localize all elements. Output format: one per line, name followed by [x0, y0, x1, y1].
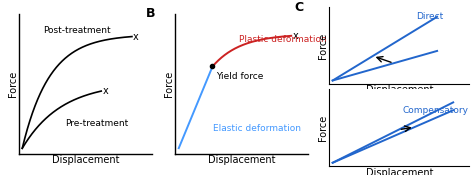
- Text: B: B: [146, 7, 155, 20]
- Text: Compensatory: Compensatory: [402, 106, 468, 115]
- Y-axis label: Force: Force: [8, 71, 18, 97]
- X-axis label: Displacement: Displacement: [365, 85, 433, 95]
- Text: Pre-treatment: Pre-treatment: [65, 119, 128, 128]
- Text: x: x: [102, 86, 108, 96]
- Text: x: x: [292, 31, 298, 41]
- Y-axis label: Force: Force: [318, 32, 328, 59]
- Text: x: x: [133, 32, 139, 42]
- X-axis label: Displacement: Displacement: [52, 155, 119, 165]
- Text: Yield force: Yield force: [216, 72, 263, 81]
- Text: Direct: Direct: [416, 12, 443, 21]
- Text: Elastic deformation: Elastic deformation: [212, 124, 301, 133]
- Y-axis label: Force: Force: [318, 115, 328, 141]
- Text: Post-treatment: Post-treatment: [43, 26, 110, 35]
- Text: Plastic deformation: Plastic deformation: [239, 35, 327, 44]
- Text: C: C: [294, 1, 304, 14]
- X-axis label: Displacement: Displacement: [208, 155, 275, 165]
- X-axis label: Displacement: Displacement: [365, 168, 433, 175]
- Y-axis label: Force: Force: [164, 71, 174, 97]
